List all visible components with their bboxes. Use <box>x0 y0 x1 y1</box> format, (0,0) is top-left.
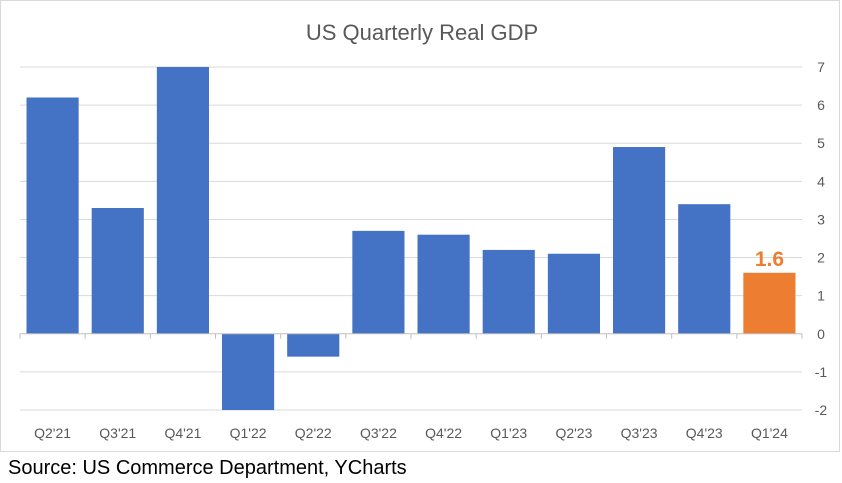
y-tick-label: 2 <box>817 250 825 266</box>
y-tick-label: 4 <box>817 173 825 189</box>
y-tick-label: 5 <box>817 135 825 151</box>
x-tick-label: Q1'22 <box>230 425 267 441</box>
bar-q422 <box>417 234 470 334</box>
bar-q321 <box>91 208 144 334</box>
bar-q423 <box>678 204 731 334</box>
bar-q123 <box>482 249 535 334</box>
bars-layer <box>26 67 796 410</box>
x-tick-label: Q2'21 <box>34 425 71 441</box>
chart-svg: US Quarterly Real GDP -2 -1 0 1 2 3 4 5 6 7 Q2'21 Q… <box>19 20 827 441</box>
grid-layer <box>20 66 802 411</box>
x-tick-label: Q4'23 <box>686 425 723 441</box>
labels-layer: -2 -1 0 1 2 3 4 5 6 7 Q2'21 Q3'21 Q4'21 Q1'22 Q2'22 Q3'… <box>34 59 827 441</box>
x-tick-label: Q1'23 <box>490 425 527 441</box>
y-tick-label: -2 <box>815 402 828 418</box>
x-tick-label: Q3'23 <box>621 425 658 441</box>
x-tick-label: Q3'22 <box>360 425 397 441</box>
y-tick-label: 3 <box>817 211 825 227</box>
bar-q323 <box>613 147 666 334</box>
x-tick-label: Q2'22 <box>295 425 332 441</box>
y-tick-label: -1 <box>815 364 828 380</box>
bar-q124 <box>743 272 796 334</box>
x-tick-label: Q1'24 <box>751 425 788 441</box>
x-tick-label: Q4'21 <box>164 425 201 441</box>
y-tick-label: 6 <box>817 97 825 113</box>
x-tick-label: Q3'21 <box>99 425 136 441</box>
x-tick-label: Q4'22 <box>425 425 462 441</box>
x-tick-label: Q2'23 <box>555 425 592 441</box>
data-label-q124: 1.6 <box>755 248 784 271</box>
bar-q122 <box>222 333 275 410</box>
bar-q223 <box>547 253 600 334</box>
bar-q421 <box>156 67 209 334</box>
axis-layer <box>19 333 803 339</box>
bar-q222 <box>287 333 340 357</box>
chart-title: US Quarterly Real GDP <box>306 20 538 45</box>
chart-frame: US Quarterly Real GDP -2 -1 0 1 2 3 4 5 6 7 Q2'21 Q… <box>0 0 840 452</box>
bar-q322 <box>352 230 405 334</box>
bar-q221 <box>26 97 79 334</box>
y-tick-label: 1 <box>817 288 825 304</box>
source-note: Source: US Commerce Department, YCharts <box>8 457 407 479</box>
y-tick-label: 7 <box>817 59 825 75</box>
y-tick-label: 0 <box>817 326 825 342</box>
